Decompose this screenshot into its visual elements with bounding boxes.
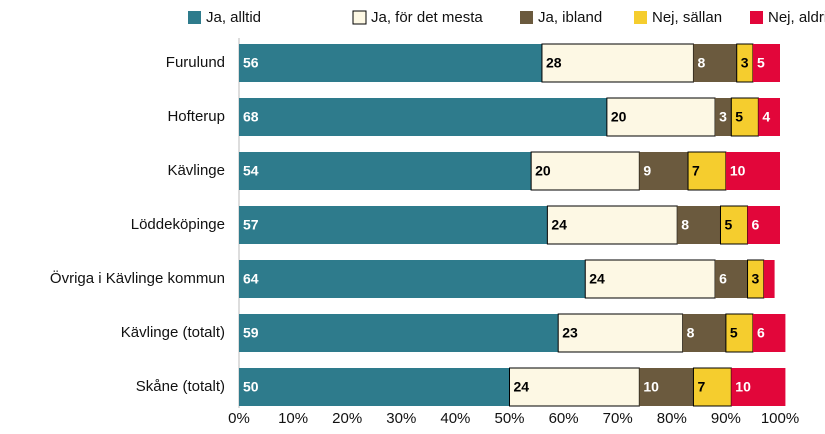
value-label: 5 bbox=[730, 325, 738, 341]
value-label: 3 bbox=[752, 271, 760, 287]
legend-swatch bbox=[352, 10, 367, 25]
value-label: 10 bbox=[643, 379, 659, 395]
bar-segment bbox=[736, 43, 754, 83]
x-tick-label: 70% bbox=[603, 410, 633, 427]
value-label: 9 bbox=[643, 163, 651, 179]
x-tick-label: 100% bbox=[761, 410, 799, 427]
legend-swatch bbox=[634, 11, 647, 24]
value-label: 54 bbox=[243, 163, 259, 179]
bar-segment bbox=[677, 206, 721, 244]
x-tick-label: 40% bbox=[440, 410, 470, 427]
value-label: 6 bbox=[719, 271, 727, 287]
bar-segment bbox=[239, 44, 542, 82]
x-tick-label: 60% bbox=[549, 410, 579, 427]
value-label: 28 bbox=[546, 55, 562, 71]
value-label: 56 bbox=[243, 55, 259, 71]
bar-segment bbox=[541, 43, 694, 83]
legend-swatch bbox=[188, 11, 201, 24]
bar-segment bbox=[692, 367, 732, 407]
bar-segment bbox=[584, 259, 716, 299]
bar-segment bbox=[509, 367, 640, 407]
value-label: 68 bbox=[243, 109, 259, 125]
value-label: 20 bbox=[611, 109, 627, 125]
x-tick-label: 50% bbox=[494, 410, 524, 427]
value-label: 50 bbox=[243, 379, 259, 395]
value-label: 6 bbox=[757, 325, 765, 341]
bar-segment bbox=[239, 98, 607, 136]
legend-swatch bbox=[750, 11, 763, 24]
x-tick-label: 80% bbox=[657, 410, 687, 427]
y-tick-label: Kävlinge bbox=[167, 162, 225, 179]
bar-segment bbox=[730, 97, 759, 137]
bar-segment bbox=[752, 314, 786, 352]
legend-label: Nej, aldrig bbox=[768, 9, 825, 26]
value-label: 5 bbox=[757, 55, 765, 71]
bar-segment bbox=[752, 44, 780, 82]
value-label: 20 bbox=[535, 163, 551, 179]
value-label: 24 bbox=[514, 379, 530, 395]
bar-segment bbox=[639, 152, 689, 190]
value-label: 7 bbox=[692, 163, 700, 179]
value-label: 6 bbox=[752, 217, 760, 233]
value-label: 57 bbox=[243, 217, 259, 233]
x-tick-label: 30% bbox=[386, 410, 416, 427]
value-label: 23 bbox=[562, 325, 578, 341]
bar-segment bbox=[687, 151, 727, 191]
y-tick-label: Kävlinge (totalt) bbox=[121, 324, 225, 341]
value-label: 4 bbox=[762, 109, 770, 125]
bar-segment bbox=[546, 205, 678, 245]
value-label: 24 bbox=[551, 217, 567, 233]
bar-segment bbox=[239, 314, 559, 352]
value-label: 24 bbox=[589, 271, 605, 287]
value-label: 3 bbox=[719, 109, 727, 125]
bar-segment bbox=[725, 152, 780, 190]
bar-segment bbox=[715, 260, 748, 298]
value-label: 64 bbox=[243, 271, 259, 287]
value-label: 3 bbox=[741, 55, 749, 71]
value-label: 59 bbox=[243, 325, 259, 341]
x-tick-label: 90% bbox=[711, 410, 741, 427]
bar-segment bbox=[763, 260, 775, 298]
x-tick-label: 0% bbox=[228, 410, 250, 427]
y-tick-label: Furulund bbox=[166, 54, 225, 71]
legend-label: Ja, alltid bbox=[206, 9, 261, 26]
value-label: 10 bbox=[730, 163, 746, 179]
x-tick-label: 10% bbox=[278, 410, 308, 427]
value-label: 5 bbox=[735, 109, 743, 125]
x-tick-label: 20% bbox=[332, 410, 362, 427]
bar-segment bbox=[530, 151, 640, 191]
y-tick-label: Hofterup bbox=[167, 108, 225, 125]
bar-segment bbox=[715, 98, 732, 136]
bar-segment bbox=[693, 44, 737, 82]
bar-segment bbox=[682, 314, 726, 352]
y-tick-label: Löddeköpinge bbox=[131, 216, 225, 233]
bar-segment bbox=[747, 206, 780, 244]
bar-segment bbox=[639, 368, 694, 406]
legend-label: Nej, sällan bbox=[652, 9, 722, 26]
value-label: 8 bbox=[697, 55, 705, 71]
legend-label: Ja, för det mesta bbox=[371, 9, 483, 26]
y-tick-label: Övriga i Kävlinge kommun bbox=[50, 269, 225, 287]
bar-segment bbox=[747, 259, 765, 299]
bar-segment bbox=[239, 368, 510, 406]
y-tick-label: Skåne (totalt) bbox=[136, 378, 225, 395]
value-label: 8 bbox=[687, 325, 695, 341]
value-label: 10 bbox=[735, 379, 751, 395]
bar-segment bbox=[731, 368, 786, 406]
legend-label: Ja, ibland bbox=[538, 9, 602, 26]
bar-segment bbox=[239, 260, 586, 298]
bar-segment bbox=[239, 152, 532, 190]
bar-segment bbox=[239, 206, 548, 244]
legend-swatch bbox=[520, 11, 533, 24]
value-label: 7 bbox=[697, 379, 705, 395]
bar-segment bbox=[557, 313, 684, 353]
value-label: 5 bbox=[724, 217, 732, 233]
value-label: 8 bbox=[681, 217, 689, 233]
bar-segment bbox=[758, 98, 780, 136]
